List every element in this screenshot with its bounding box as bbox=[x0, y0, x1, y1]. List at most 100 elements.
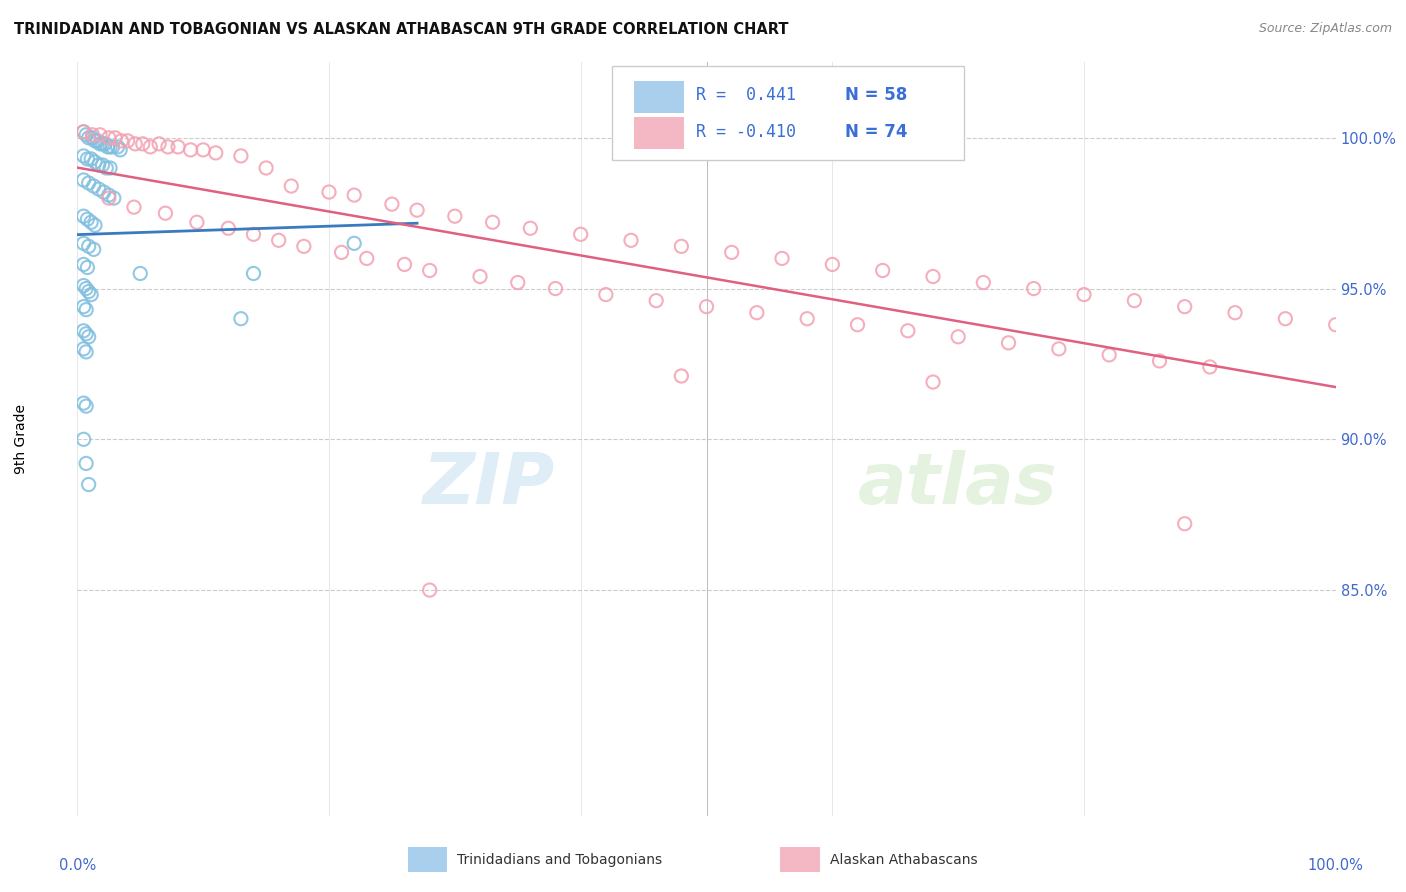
FancyBboxPatch shape bbox=[634, 117, 683, 149]
Point bbox=[89, 128, 111, 142]
Point bbox=[93, 185, 115, 199]
Point bbox=[107, 140, 129, 154]
Point bbox=[204, 145, 226, 160]
Point bbox=[122, 200, 145, 214]
FancyBboxPatch shape bbox=[612, 66, 965, 161]
Point bbox=[318, 185, 340, 199]
Point bbox=[72, 300, 94, 314]
Text: 100.0%: 100.0% bbox=[1308, 857, 1364, 872]
Point bbox=[98, 161, 121, 175]
Point bbox=[897, 324, 920, 338]
Point bbox=[80, 215, 103, 229]
Point bbox=[997, 335, 1019, 350]
Point bbox=[229, 149, 252, 163]
Point bbox=[1174, 300, 1197, 314]
Point bbox=[94, 136, 117, 151]
Point bbox=[1149, 354, 1171, 368]
Point bbox=[72, 173, 94, 187]
Point bbox=[242, 227, 264, 242]
Point bbox=[108, 143, 131, 157]
Point bbox=[595, 287, 617, 301]
Point bbox=[75, 344, 97, 359]
Point bbox=[1199, 359, 1222, 374]
Point bbox=[104, 130, 127, 145]
Point bbox=[1174, 516, 1197, 531]
Point bbox=[72, 396, 94, 410]
Point bbox=[720, 245, 742, 260]
Point bbox=[84, 219, 107, 233]
Point bbox=[77, 477, 100, 491]
Point bbox=[72, 432, 94, 446]
Point bbox=[124, 136, 146, 151]
Point bbox=[1022, 281, 1045, 295]
Point bbox=[117, 134, 139, 148]
Point bbox=[83, 243, 105, 257]
Point bbox=[87, 158, 110, 172]
Text: Alaskan Athabascans: Alaskan Athabascans bbox=[830, 853, 977, 867]
Point bbox=[76, 152, 98, 166]
Point bbox=[821, 257, 844, 271]
Point bbox=[148, 136, 170, 151]
Point bbox=[671, 369, 693, 384]
Text: atlas: atlas bbox=[858, 450, 1057, 519]
Point bbox=[343, 188, 366, 202]
Text: Source: ZipAtlas.com: Source: ZipAtlas.com bbox=[1258, 22, 1392, 36]
Point bbox=[506, 276, 529, 290]
Point bbox=[381, 197, 404, 211]
Point bbox=[75, 457, 97, 471]
Point bbox=[406, 203, 429, 218]
Point bbox=[671, 239, 693, 253]
Point bbox=[72, 209, 94, 223]
Point bbox=[846, 318, 869, 332]
Point bbox=[129, 267, 152, 281]
Point bbox=[97, 191, 120, 205]
Point bbox=[82, 130, 104, 145]
Point bbox=[267, 233, 290, 247]
Point bbox=[76, 212, 98, 227]
Text: ZIP: ZIP bbox=[423, 450, 555, 519]
Point bbox=[872, 263, 894, 277]
Point bbox=[72, 236, 94, 251]
Point bbox=[468, 269, 491, 284]
Point bbox=[72, 324, 94, 338]
Point bbox=[343, 236, 366, 251]
Point bbox=[96, 140, 118, 154]
Point bbox=[82, 128, 104, 142]
Point bbox=[1274, 311, 1296, 326]
Point bbox=[292, 239, 315, 253]
Point bbox=[97, 188, 120, 202]
Point bbox=[97, 130, 120, 145]
FancyBboxPatch shape bbox=[634, 80, 683, 113]
Point bbox=[948, 330, 970, 344]
Point bbox=[80, 287, 103, 301]
Point bbox=[191, 143, 215, 157]
Point bbox=[77, 330, 100, 344]
Text: Trinidadians and Tobagonians: Trinidadians and Tobagonians bbox=[457, 853, 662, 867]
Point bbox=[77, 239, 100, 253]
Point bbox=[330, 245, 353, 260]
Point bbox=[217, 221, 239, 235]
Point bbox=[72, 149, 94, 163]
Point bbox=[645, 293, 668, 308]
Point bbox=[922, 375, 945, 389]
Point bbox=[72, 125, 94, 139]
Point bbox=[419, 263, 441, 277]
Point bbox=[72, 257, 94, 271]
Point bbox=[180, 143, 202, 157]
Point bbox=[98, 140, 121, 154]
Text: N = 74: N = 74 bbox=[845, 123, 907, 141]
Point bbox=[84, 134, 107, 148]
Point bbox=[1324, 318, 1347, 332]
Point bbox=[186, 215, 208, 229]
Point bbox=[77, 130, 100, 145]
Text: 0.0%: 0.0% bbox=[59, 857, 96, 872]
Point bbox=[444, 209, 467, 223]
Point bbox=[167, 140, 190, 154]
Point bbox=[156, 140, 179, 154]
Point bbox=[1123, 293, 1146, 308]
Point bbox=[83, 179, 105, 194]
Text: N = 58: N = 58 bbox=[845, 86, 907, 103]
Point bbox=[91, 136, 114, 151]
Text: 9th Grade: 9th Grade bbox=[14, 404, 28, 475]
Point bbox=[569, 227, 592, 242]
